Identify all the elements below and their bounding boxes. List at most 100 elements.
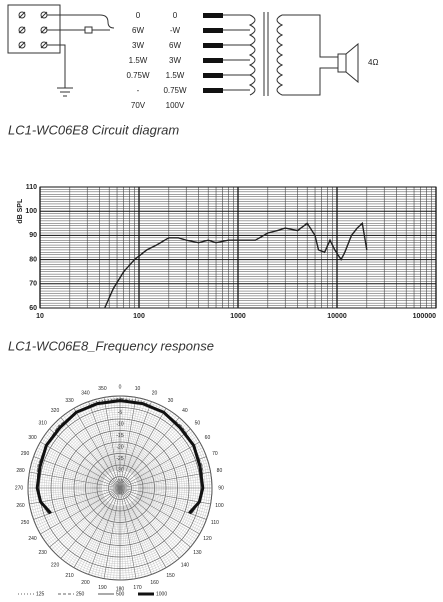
angle-label: 110 [211,520,219,526]
grid-radial [119,441,200,489]
minor-radial [45,433,106,478]
circuit-labels: 0 6W 3W 1.5W 0.75W - 70V 0 -W 6W 3W 1.5W 0.75W 100V [126,11,187,110]
minor-radial [43,498,105,540]
circuit-diagram [7,4,359,97]
angle-label: 290 [21,451,30,457]
minor-radial [71,409,111,473]
minor-radial [121,506,127,580]
tap-label: 100V [166,101,185,110]
angle-label: 190 [98,585,107,591]
wire-bend [99,14,115,29]
minor-radial [68,503,110,565]
minor-radial [38,496,104,532]
y-tick-label: 100 [25,208,37,215]
grid-radial [103,397,121,489]
grid-radial [119,408,167,489]
minor-radial [136,495,205,526]
grid-radial [73,487,121,568]
minor-radial [34,453,104,482]
minor-radial [137,493,208,517]
grid-radial [73,408,121,489]
minor-radial [116,506,120,580]
minor-radial [97,398,116,471]
minor-radial [135,498,197,540]
grid-radial [88,487,121,575]
minor-radial [124,505,143,578]
minor-radial [63,502,109,561]
minor-radial [53,423,107,476]
tap-label: 3W [169,56,181,65]
angle-label: 20 [152,390,158,396]
minor-radial [110,396,119,470]
minor-radial [76,406,112,472]
angle-label: 130 [193,550,202,556]
minor-radial [133,500,189,550]
angle-label: 180 [116,586,125,592]
angle-label: 280 [16,468,25,474]
tap-label: -W [170,26,181,35]
angle-label: 90 [218,485,224,491]
minor-radial [124,505,146,577]
minor-radial [45,498,106,543]
grid-radial [119,487,137,579]
minor-radial [135,436,197,478]
minor-radial [121,396,130,470]
minor-radial [29,468,103,485]
x-tick-label: 100 [133,313,145,320]
minor-radial [94,505,116,577]
minor-radial [30,465,103,484]
minor-radial [31,492,103,514]
minor-radial [130,413,175,474]
angle-label: 120 [203,536,212,542]
response-line [104,221,368,309]
y-axis-label: dB SPL [17,198,24,224]
minor-radial [94,399,116,471]
legend-label: 125 [36,591,45,597]
angle-label: 80 [217,468,223,474]
minor-radial [136,450,205,481]
minor-radial [132,501,182,557]
speaker-cone [345,42,359,84]
minor-radial [134,498,195,543]
minor-radial [100,397,117,471]
minor-radial [130,411,172,473]
angle-label: 240 [28,536,37,542]
tap-label: 1.5W [129,56,148,65]
minor-radial [97,505,116,578]
minor-radial [127,403,158,472]
x-tick-label: 100000 [413,313,436,320]
minor-radial [91,400,115,471]
minor-radial [65,413,110,474]
tap-bars [203,13,223,93]
minor-radial [91,505,115,576]
minor-radial [47,499,106,545]
minor-radial [136,494,206,523]
minor-radial [125,400,149,471]
minor-radial [125,505,149,576]
minor-radial [137,465,210,484]
minor-radial [53,500,107,553]
fuse [84,26,93,34]
x-tick-label: 1000 [230,313,246,320]
minor-radial [137,492,209,514]
wires [47,14,110,97]
polar-line [36,397,204,515]
grid-radial [119,417,180,489]
minor-radial [37,495,104,529]
angle-label: 250 [21,520,30,526]
minor-radial [132,419,182,475]
grid-radial [40,487,121,535]
minor-radial [120,396,124,470]
tap-label: 0.75W [126,71,150,80]
minor-radial [41,497,105,537]
minor-radial [128,504,164,570]
minor-radial [121,396,127,470]
minor-radial [34,494,104,523]
minor-radial [138,481,212,487]
polar-line [36,397,204,515]
angle-label: 270 [15,485,24,491]
minor-radial [28,474,102,486]
minor-radial [28,489,102,495]
minor-radial [130,503,172,565]
minor-radial [127,504,161,571]
